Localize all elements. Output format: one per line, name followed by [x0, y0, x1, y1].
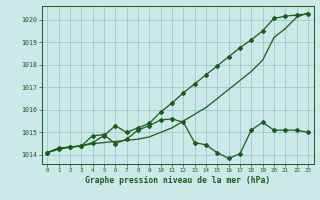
X-axis label: Graphe pression niveau de la mer (hPa): Graphe pression niveau de la mer (hPa): [85, 176, 270, 185]
